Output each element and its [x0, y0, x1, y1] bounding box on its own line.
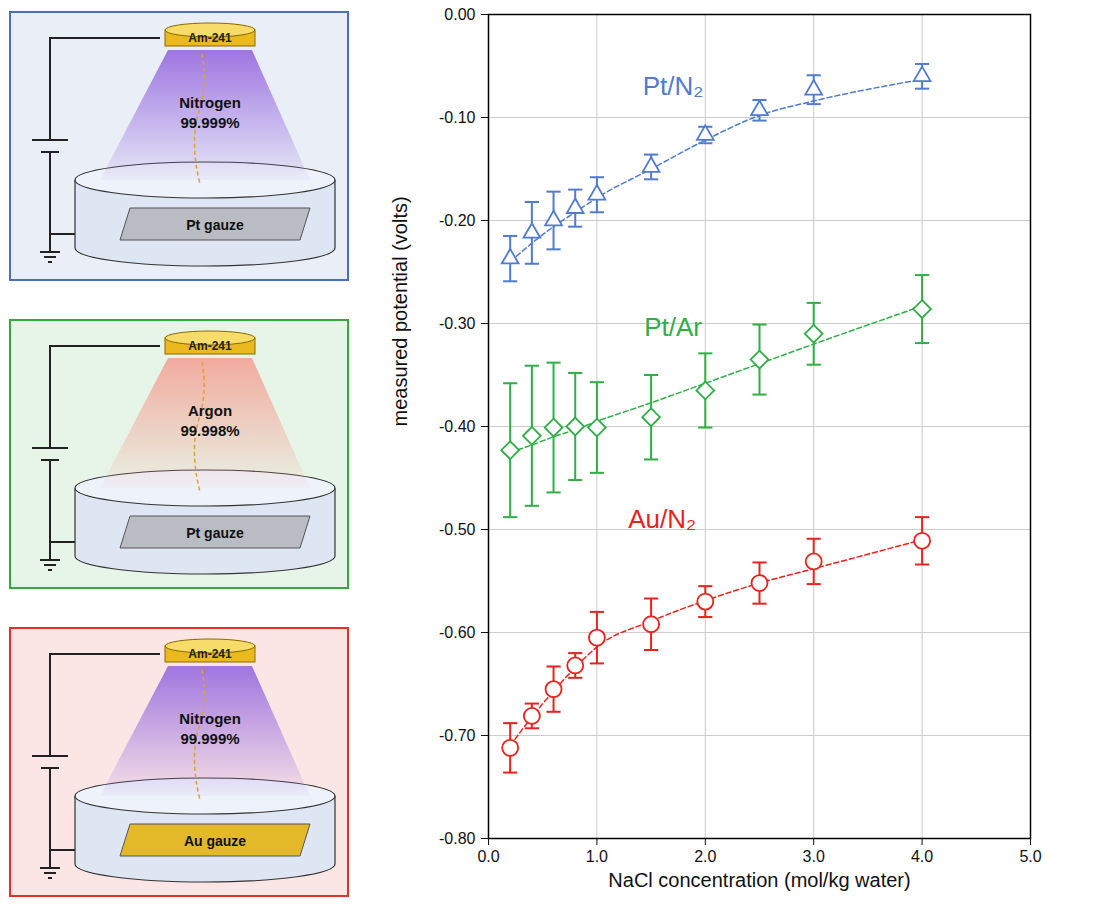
svg-text:0.0: 0.0 [477, 848, 499, 865]
svg-text:0.00: 0.00 [444, 6, 475, 23]
svg-text:3.0: 3.0 [803, 848, 825, 865]
svg-text:Au gauze: Au gauze [184, 833, 246, 849]
svg-text:measured potential (volts): measured potential (volts) [389, 196, 411, 426]
svg-text:Pt/N₂: Pt/N₂ [643, 71, 704, 101]
svg-text:-0.20: -0.20 [439, 212, 476, 229]
svg-text:Pt gauze: Pt gauze [186, 525, 244, 541]
svg-text:-0.40: -0.40 [439, 418, 476, 435]
svg-text:Am-241: Am-241 [188, 339, 232, 353]
svg-text:Nitrogen: Nitrogen [179, 710, 241, 727]
svg-text:Argon: Argon [188, 402, 232, 419]
svg-text:Nitrogen: Nitrogen [179, 94, 241, 111]
svg-text:Pt/Ar: Pt/Ar [644, 312, 702, 342]
svg-text:-0.30: -0.30 [439, 315, 476, 332]
svg-text:NaCl concentration (mol/kg wat: NaCl concentration (mol/kg water) [608, 869, 910, 891]
svg-text:Pt gauze: Pt gauze [186, 217, 244, 233]
svg-text:4.0: 4.0 [911, 848, 933, 865]
svg-text:5.0: 5.0 [1019, 848, 1041, 865]
svg-text:Am-241: Am-241 [188, 647, 232, 661]
svg-text:2.0: 2.0 [694, 848, 716, 865]
svg-text:Au/N₂: Au/N₂ [628, 504, 696, 534]
svg-text:-0.80: -0.80 [439, 830, 476, 847]
svg-text:-0.70: -0.70 [439, 727, 476, 744]
svg-text:-0.10: -0.10 [439, 109, 476, 126]
svg-text:-0.50: -0.50 [439, 521, 476, 538]
svg-text:-0.60: -0.60 [439, 624, 476, 641]
svg-text:99.998%: 99.998% [180, 422, 239, 439]
svg-text:1.0: 1.0 [586, 848, 608, 865]
svg-text:Am-241: Am-241 [188, 31, 232, 45]
svg-text:99.999%: 99.999% [180, 730, 239, 747]
svg-text:99.999%: 99.999% [180, 114, 239, 131]
